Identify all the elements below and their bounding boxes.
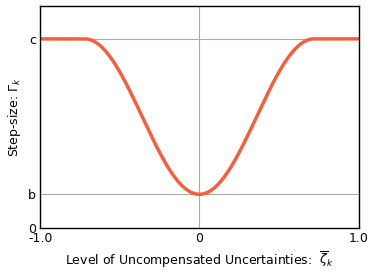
Y-axis label: Step-size: $\Gamma_k$: Step-size: $\Gamma_k$	[6, 77, 22, 156]
X-axis label: Level of Uncompensated Uncertainties:  $\overline{\zeta}_k$: Level of Uncompensated Uncertainties: $\…	[65, 250, 334, 270]
